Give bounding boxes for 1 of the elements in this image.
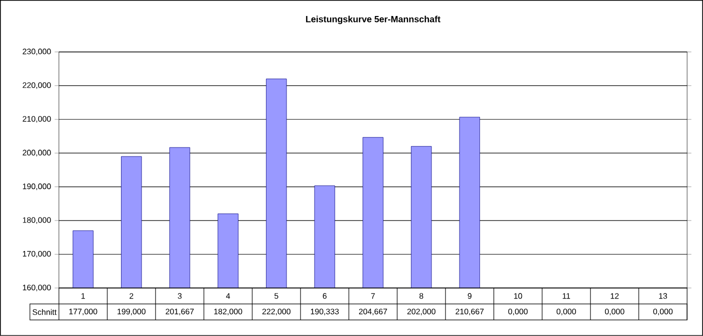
chart-title: Leistungskurve 5er-Mannschaft [306, 16, 440, 24]
